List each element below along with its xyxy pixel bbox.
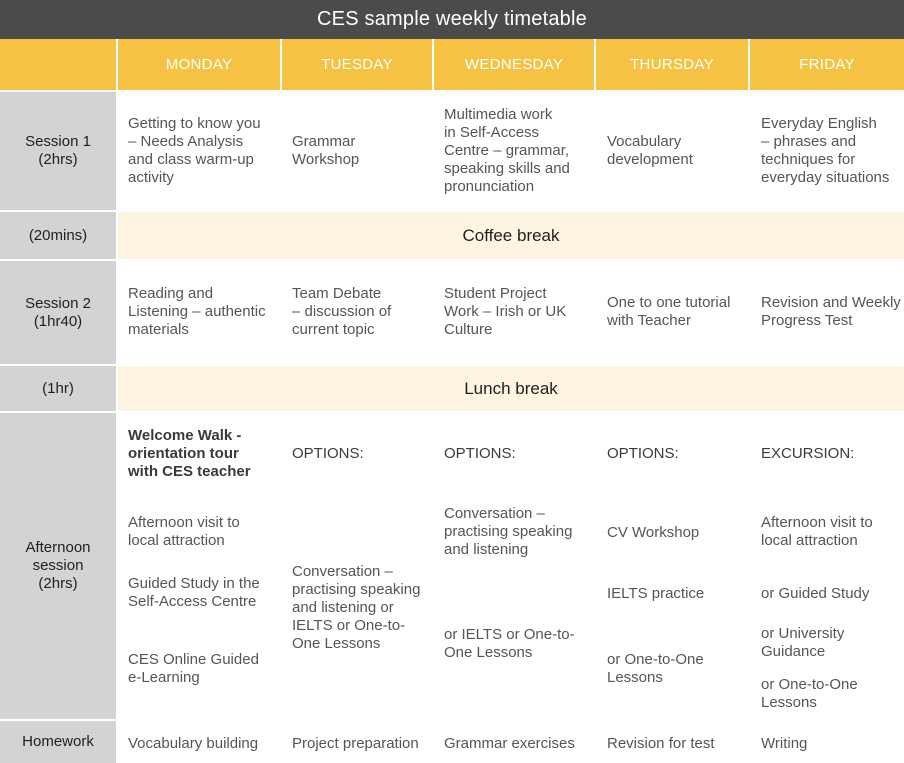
afternoon-friday-option: Afternoon visit to local attraction bbox=[761, 514, 873, 549]
header-divider bbox=[594, 39, 596, 90]
session-1-wednesday: Multimedia work in Self-Access Centre – gr… bbox=[444, 106, 570, 195]
row-label-homework: Homework bbox=[0, 721, 116, 763]
afternoon-friday-option: or Guided Study bbox=[761, 585, 870, 602]
afternoon-thursday-heading: OPTIONS: bbox=[607, 445, 679, 462]
afternoon-thursday-option: CV Workshop bbox=[607, 524, 700, 541]
lunch-break-band: Lunch break bbox=[118, 366, 904, 411]
header-divider bbox=[432, 39, 434, 90]
session-2-thursday: One to one tutorial with Teacher bbox=[607, 294, 731, 329]
afternoon-thursday-option: IELTS practice bbox=[607, 585, 705, 602]
row-label-coffee: (20mins) bbox=[0, 212, 116, 259]
timetable-title: CES sample weekly timetable bbox=[0, 0, 904, 39]
day-header-thursday: THURSDAY bbox=[630, 56, 714, 73]
afternoon-monday-option: CES Online Guided e-Learning bbox=[128, 651, 259, 686]
session-2-wednesday: Student Project Work – Irish or UK Culture bbox=[444, 285, 567, 338]
coffee-break-band: Coffee break bbox=[118, 212, 904, 259]
session-1-thursday: Vocabulary development bbox=[607, 133, 693, 168]
session-2-friday: Revision and Weekly Progress Test bbox=[761, 294, 901, 329]
afternoon-wednesday-option: or IELTS or One-to- One Lessons bbox=[444, 626, 575, 661]
day-header-friday: FRIDAY bbox=[799, 56, 855, 73]
afternoon-thursday-option: or One-to-One Lessons bbox=[607, 651, 704, 686]
homework-friday: Writing bbox=[761, 735, 808, 752]
session-1-tuesday: Grammar Workshop bbox=[292, 133, 360, 168]
row-label-afternoon: Afternoon session (2hrs) bbox=[0, 413, 116, 719]
row-label-session-2: Session 2 (1hr40) bbox=[0, 261, 116, 364]
day-header-monday: MONDAY bbox=[165, 56, 233, 73]
row-label-session-1: Session 1 (2hrs) bbox=[0, 92, 116, 210]
day-header-row: MONDAY TUESDAY WEDNESDAY THURSDAY FRIDAY bbox=[0, 39, 904, 90]
afternoon-friday-option: or University Guidance bbox=[761, 625, 845, 660]
row-label-lunch: (1hr) bbox=[0, 366, 116, 411]
afternoon-monday-option: Afternoon visit to local attraction bbox=[128, 514, 240, 549]
session-1-friday: Everyday English – phrases and techniques … bbox=[761, 115, 890, 186]
afternoon-friday-option: or One-to-One Lessons bbox=[761, 676, 858, 711]
afternoon-wednesday-heading: OPTIONS: bbox=[444, 445, 516, 462]
session-1-monday: Getting to know you – Needs Analysis and c… bbox=[128, 115, 261, 186]
header-divider bbox=[116, 39, 118, 90]
afternoon-tuesday-heading: OPTIONS: bbox=[292, 445, 364, 462]
afternoon-friday-heading: EXCURSION: bbox=[761, 445, 855, 462]
session-2-monday: Reading and Listening – authentic material… bbox=[128, 285, 266, 338]
homework-thursday: Revision for test bbox=[607, 735, 715, 752]
header-divider bbox=[748, 39, 750, 90]
header-divider bbox=[280, 39, 282, 90]
day-header-tuesday: TUESDAY bbox=[321, 56, 393, 73]
afternoon-monday-option: Guided Study in the Self-Access Centre bbox=[128, 575, 260, 610]
afternoon-wednesday-option: Conversation – practising speaking and lis… bbox=[444, 505, 573, 558]
homework-monday: Vocabulary building bbox=[128, 735, 259, 752]
session-2-tuesday: Team Debate – discussion of current topic bbox=[292, 285, 392, 338]
homework-wednesday: Grammar exercises bbox=[444, 735, 575, 752]
day-header-wednesday: WEDNESDAY bbox=[464, 56, 564, 73]
homework-tuesday: Project preparation bbox=[292, 735, 419, 752]
afternoon-monday-heading: Welcome Walk - orientation tour with CES t… bbox=[128, 427, 251, 480]
afternoon-tuesday-option: Conversation – practising speaking and lis… bbox=[292, 563, 421, 652]
